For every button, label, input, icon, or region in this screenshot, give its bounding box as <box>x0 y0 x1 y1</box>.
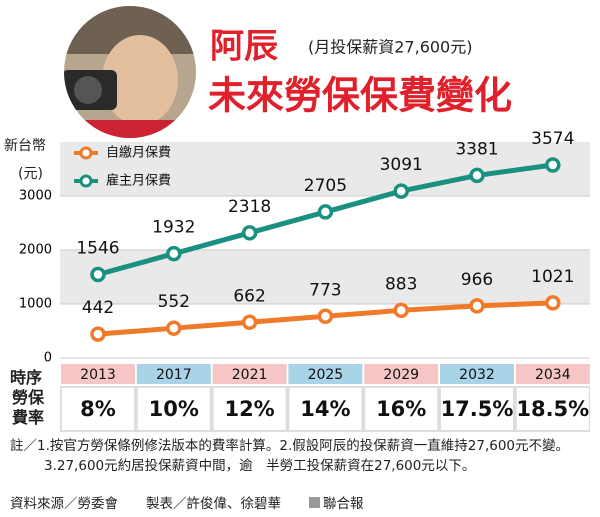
point <box>166 245 182 262</box>
year-cell <box>212 364 287 384</box>
value-label: 773 <box>309 280 341 300</box>
rate-cell <box>137 388 210 430</box>
point <box>90 326 106 342</box>
year-cell <box>440 364 514 384</box>
point <box>545 295 561 311</box>
y-label-line: (元) <box>18 166 43 182</box>
rate-cell <box>289 388 362 430</box>
maker: 製表／許俊偉、徐碧華 <box>146 496 281 512</box>
rate: 16% <box>376 397 426 421</box>
point <box>166 320 182 336</box>
value-label: 1021 <box>531 267 574 287</box>
rate-cell <box>62 388 134 430</box>
x-tick-label: 2013 <box>80 367 116 383</box>
year-cell <box>61 364 135 384</box>
legend-label: 雇主月保費 <box>106 173 171 189</box>
x-tick-label: 2017 <box>156 367 192 383</box>
year-cell <box>364 364 439 384</box>
year-cell <box>515 364 590 384</box>
year-cell <box>288 364 363 384</box>
legend-label: 自繳月保費 <box>106 146 171 161</box>
point <box>317 308 334 325</box>
point <box>241 314 258 331</box>
value-label: 442 <box>82 298 114 318</box>
x-tick-label: 2034 <box>535 367 571 383</box>
y-tick-label: 1000 <box>19 297 52 312</box>
value-label: 3574 <box>531 129 574 149</box>
value-label: 3381 <box>455 139 498 159</box>
x-tick-label: 2029 <box>383 367 419 383</box>
rate: 18.5% <box>516 397 589 421</box>
value-label: 966 <box>461 270 493 290</box>
photo <box>64 6 196 138</box>
subtitle: (月投保薪資27,600元) <box>308 38 472 57</box>
point <box>393 183 409 199</box>
x-tick-label: 2025 <box>308 367 344 383</box>
rate: 12% <box>224 397 274 421</box>
categories-label: 時序 <box>10 368 43 387</box>
rate-cell <box>441 388 513 430</box>
rate-cell <box>516 388 589 430</box>
rate-cell <box>213 388 286 430</box>
band <box>60 142 590 196</box>
credits: 資料來源／勞委會 製表／許俊偉、徐碧華 聯合報 <box>10 492 364 512</box>
publisher-icon <box>309 497 320 508</box>
x-tick-label: 2021 <box>232 367 268 383</box>
publisher-wrap: 聯合報 <box>309 492 364 512</box>
rate-cell <box>365 388 438 430</box>
y-tick-label: 0 <box>44 351 52 366</box>
legend-marker <box>79 146 93 160</box>
point <box>90 266 106 283</box>
rate: 10% <box>149 397 199 421</box>
x-tick-label: 2032 <box>459 367 495 383</box>
source: 資料來源／勞委會 <box>10 496 118 512</box>
publisher: 聯合報 <box>323 496 364 512</box>
value-label: 3091 <box>380 155 423 175</box>
rate: 8% <box>80 397 116 421</box>
value-label: 1546 <box>76 239 119 259</box>
title2: 未來勞保保費變化 <box>208 74 512 118</box>
point <box>241 225 258 241</box>
legend-marker <box>79 174 93 188</box>
point <box>545 157 561 173</box>
y-label: 新台幣 (元) <box>4 132 46 188</box>
point <box>317 204 334 220</box>
y-label-line: 新台幣 <box>4 138 46 154</box>
rate: 14% <box>300 397 350 421</box>
title: 阿辰 <box>210 27 278 67</box>
point <box>469 167 485 184</box>
value-label: 662 <box>233 286 265 306</box>
y-tick-label: 3000 <box>19 189 52 204</box>
rate: 17.5% <box>441 397 514 421</box>
value-label: 1932 <box>152 218 195 238</box>
value-label: 552 <box>158 292 190 312</box>
value-label: 883 <box>385 274 417 294</box>
value-label: 2318 <box>228 197 271 217</box>
rates-label: 勞保費率 <box>12 388 45 427</box>
value-label: 2705 <box>304 176 347 196</box>
point <box>393 302 409 319</box>
notes: 註／1.按官方勞保條例修法版本的費率計算。2.假設阿辰的投保薪資一直維持27,6… <box>10 438 569 474</box>
y-tick-label: 2000 <box>19 243 52 258</box>
year-cell <box>136 364 211 384</box>
point <box>469 298 485 314</box>
